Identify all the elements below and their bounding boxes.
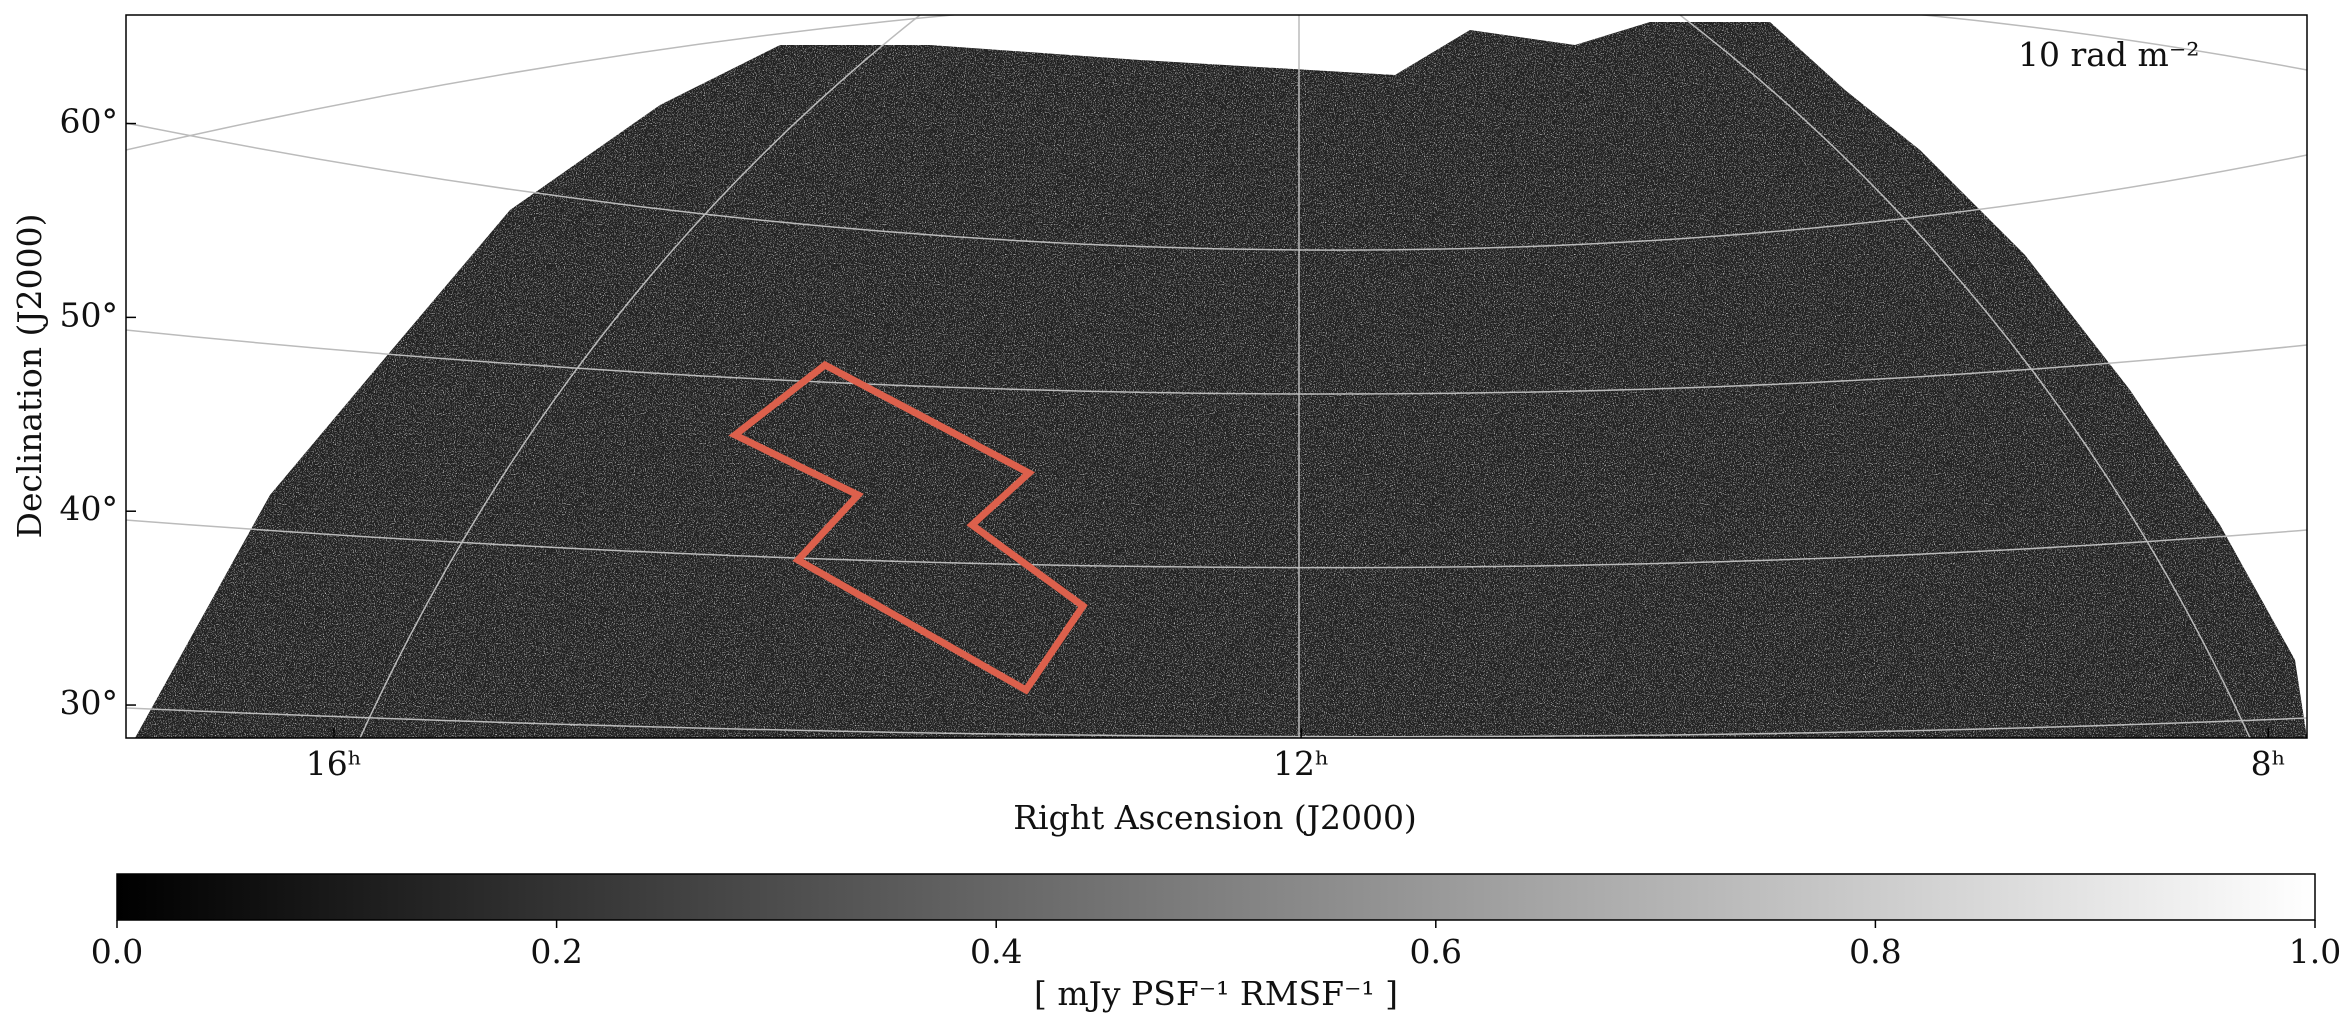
colorbar-tick-label: 0.8: [1849, 932, 1901, 971]
region-outline: [728, 360, 1088, 695]
plot-frame: [125, 14, 2308, 739]
grid-line: [359, 15, 921, 738]
x-tick-label: 12ʰ: [1273, 744, 1329, 783]
grid-line: [1679, 15, 2251, 738]
annotation: 10 rad m⁻²: [2018, 35, 2199, 74]
grid-line: [126, 707, 2307, 738]
colorbar-tick-label: 1.0: [2289, 932, 2341, 971]
colorbar-tick-label: 0.6: [1410, 932, 1462, 971]
colorbar-tick-label: 0.2: [530, 932, 582, 971]
grid-line: [126, 329, 2307, 395]
sky-coverage: [135, 22, 2307, 738]
x-tick-label: 8ʰ: [2251, 744, 2286, 783]
grid-line: [126, 122, 2307, 251]
x-axis-label: Right Ascension (J2000): [1013, 798, 1417, 837]
grid-line: [126, 15, 2307, 151]
plot-area: [126, 15, 2307, 738]
grid-line: [126, 519, 2307, 569]
y-axis-label: Declination (J2000): [10, 214, 49, 539]
coordinate-grid: [126, 15, 2307, 738]
colorbar-tick-label: 0.4: [970, 932, 1022, 971]
y-tick-label: 50°: [60, 295, 119, 334]
x-tick-label: 16ʰ: [306, 744, 362, 783]
colorbar-tick-label: 0.0: [91, 932, 143, 971]
y-tick-label: 40°: [60, 489, 119, 528]
colorbar-label: [ mJy PSF⁻¹ RMSF⁻¹ ]: [1034, 974, 1398, 1013]
colorbar: [116, 873, 2316, 921]
y-tick-label: 30°: [60, 683, 119, 722]
y-tick-label: 60°: [60, 102, 119, 141]
